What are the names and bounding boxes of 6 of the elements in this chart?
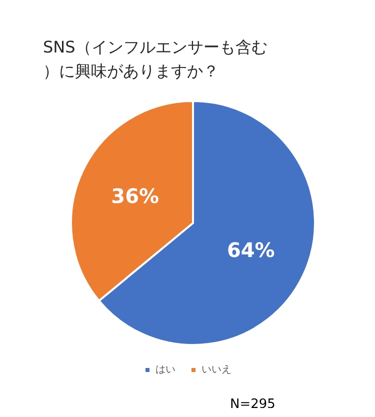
data-label: 36% bbox=[111, 184, 160, 208]
chart-title: SNS（インフルエンサーも含む）に興味がありますか？ bbox=[43, 38, 268, 80]
legend-label: いいえ bbox=[202, 364, 232, 376]
data-label: 64% bbox=[226, 238, 275, 262]
legend-label: はい bbox=[156, 364, 176, 376]
text: N=295 bbox=[230, 397, 276, 412]
